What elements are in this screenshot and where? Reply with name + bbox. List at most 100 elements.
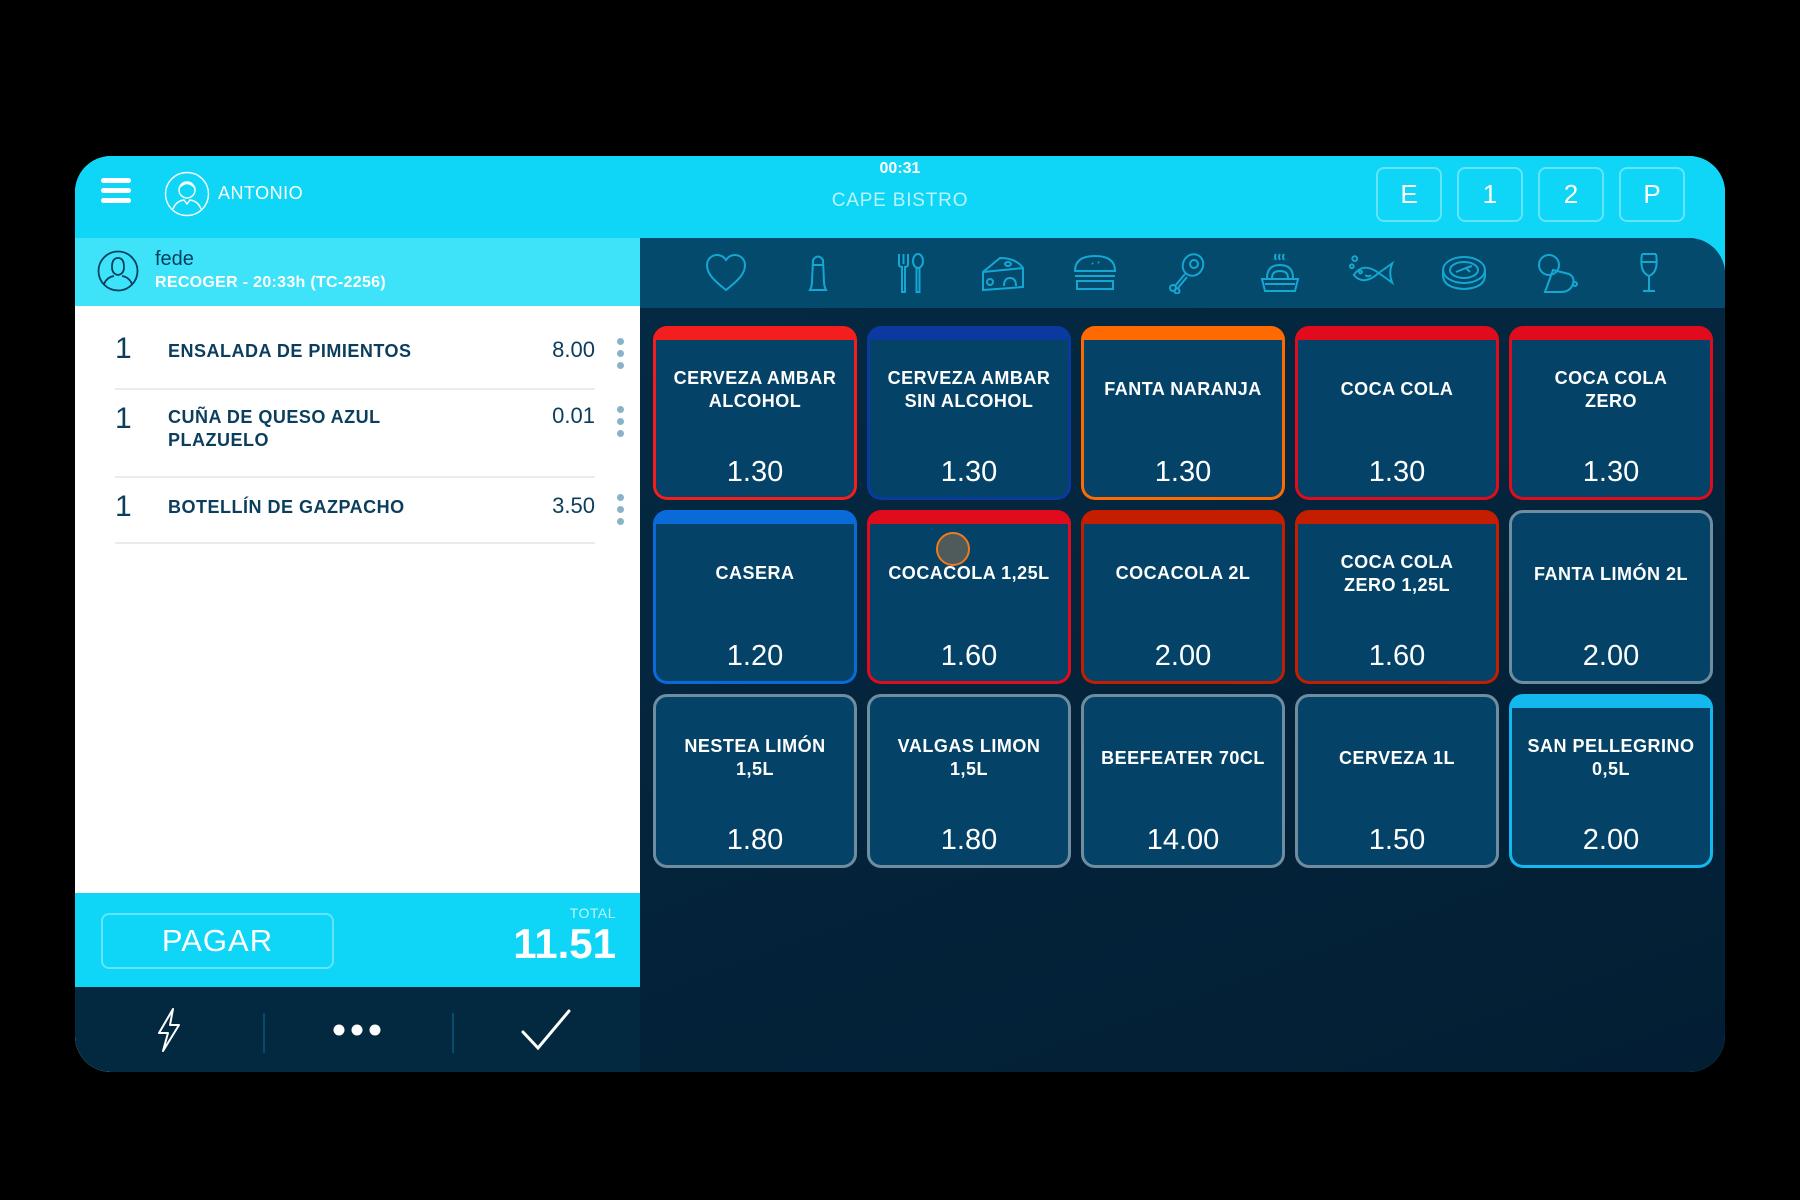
product-name: CASERA: [715, 563, 795, 583]
category-fish[interactable]: [1348, 249, 1396, 297]
product-grid: CERVEZA AMBAR ALCOHOL 1.30 CERVEZA AMBAR …: [653, 326, 1713, 868]
product-tile[interactable]: COCACOLA 1,25L 1.60: [867, 510, 1071, 684]
item-name: ENSALADA DE PIMIENTOS: [168, 341, 412, 361]
item-name: CUÑA DE QUESO AZUL PLAZUELO: [168, 407, 381, 450]
product-name: SAN PELLEGRINO 0,5L: [1527, 736, 1695, 779]
product-tile[interactable]: BEEFEATER 70CL 14.00: [1081, 694, 1285, 868]
item-price: 8.00: [552, 337, 595, 362]
order-list: 1 ENSALADA DE PIMIENTOS 8.00 1 CUÑA DE Q…: [115, 324, 625, 544]
product-tile[interactable]: CASERA 1.20: [653, 510, 857, 684]
confirm-button[interactable]: [451, 987, 640, 1072]
more-options-button[interactable]: [263, 987, 451, 1072]
cutlery-icon: [897, 253, 924, 293]
burger-icon: [1074, 254, 1117, 290]
top-bar: ANTONIO 00:31 CAPE BISTRO E 1 2 P: [75, 156, 1725, 238]
pay-button[interactable]: PAGAR: [101, 913, 334, 969]
heart-icon: [706, 253, 747, 292]
product-tile[interactable]: CERVEZA AMBAR ALCOHOL 1.30: [653, 326, 857, 500]
item-options-icon[interactable]: [617, 338, 625, 369]
product-price: 2.00: [1154, 640, 1212, 672]
mode-buttons: E 1 2 P: [1376, 167, 1685, 222]
product-price: 2.00: [1582, 640, 1640, 672]
product-price: 1.60: [1368, 640, 1426, 672]
item-price: 3.50: [552, 493, 595, 518]
lightning-icon: [158, 1007, 181, 1052]
product-price: 1.80: [940, 824, 998, 856]
product-name: CERVEZA AMBAR ALCOHOL: [673, 368, 837, 411]
product-price: 1.30: [940, 456, 998, 488]
product-tile[interactable]: COCA COLA ZERO 1.30: [1509, 326, 1713, 500]
product-tile[interactable]: FANTA NARANJA 1.30: [1081, 326, 1285, 500]
mode-button-p[interactable]: P: [1619, 167, 1685, 222]
pasta-bowl-icon: [1260, 253, 1299, 292]
product-name: COCA COLA: [1340, 379, 1454, 399]
product-name: COCACOLA 1,25L: [888, 563, 1050, 583]
category-drinks[interactable]: [794, 249, 842, 297]
mode-button-1[interactable]: 1: [1457, 167, 1523, 222]
product-price: 1.30: [1582, 456, 1640, 488]
mode-button-e[interactable]: E: [1376, 167, 1442, 222]
category-favorites[interactable]: [702, 249, 750, 297]
product-tile[interactable]: COCACOLA 2L 2.00: [1081, 510, 1285, 684]
ham-leg-icon: [1169, 253, 1205, 294]
product-tile[interactable]: COCA COLA 1.30: [1295, 326, 1499, 500]
product-price: 1.30: [1368, 456, 1426, 488]
product-name: NESTEA LIMÓN 1,5L: [684, 736, 826, 779]
item-qty: 1: [115, 332, 132, 365]
check-icon: [521, 1009, 571, 1050]
category-food[interactable]: [887, 249, 935, 297]
category-bar: [640, 238, 1725, 308]
product-name: FANTA NARANJA: [1104, 379, 1262, 399]
product-price: 1.20: [726, 640, 784, 672]
product-price: 1.80: [726, 824, 784, 856]
item-options-icon[interactable]: [617, 406, 625, 437]
touch-indicator: [936, 532, 970, 566]
quick-action-button[interactable]: [75, 987, 263, 1072]
category-cheese[interactable]: [979, 249, 1027, 297]
waiter-avatar-icon[interactable]: [164, 171, 210, 217]
category-pasta[interactable]: [1256, 249, 1304, 297]
sausage-icon: [1537, 254, 1578, 293]
product-price: 1.30: [1154, 456, 1212, 488]
hamburger-menu-icon[interactable]: [101, 178, 131, 206]
product-name: CERVEZA AMBAR SIN ALCOHOL: [887, 368, 1051, 411]
product-name: CERVEZA 1L: [1338, 748, 1456, 768]
steak-icon: [1442, 256, 1487, 291]
wine-glass-icon: [1640, 253, 1658, 292]
category-steak[interactable]: [1440, 249, 1488, 297]
product-price: 1.50: [1368, 824, 1426, 856]
product-tile[interactable]: CERVEZA AMBAR SIN ALCOHOL 1.30: [867, 326, 1071, 500]
cheese-icon: [981, 256, 1024, 292]
category-meat[interactable]: [1163, 249, 1211, 297]
product-tile[interactable]: SAN PELLEGRINO 0,5L 2.00: [1509, 694, 1713, 868]
product-tile[interactable]: VALGAS LIMON 1,5L 1.80: [867, 694, 1071, 868]
product-tile[interactable]: COCA COLA ZERO 1,25L 1.60: [1295, 510, 1499, 684]
customer-header[interactable]: fede RECOGER - 20:33h (TC-2256): [75, 238, 640, 306]
order-row[interactable]: 1 BOTELLÍN DE GAZPACHO 3.50: [115, 478, 624, 544]
beer-glass-icon: [808, 255, 829, 291]
payment-bar: PAGAR TOTAL 11.51: [75, 893, 640, 987]
order-detail: RECOGER - 20:33h (TC-2256): [155, 274, 386, 291]
order-row[interactable]: 1 ENSALADA DE PIMIENTOS 8.00: [115, 324, 624, 390]
clock: 00:31: [879, 160, 921, 177]
product-tile[interactable]: NESTEA LIMÓN 1,5L 1.80: [653, 694, 857, 868]
category-burgers[interactable]: [1071, 249, 1119, 297]
action-bar: [75, 987, 640, 1072]
category-wine[interactable]: [1625, 249, 1673, 297]
category-cold-cuts[interactable]: [1533, 249, 1581, 297]
order-row[interactable]: 1 CUÑA DE QUESO AZUL PLAZUELO 0.01: [115, 390, 624, 478]
product-tile[interactable]: CERVEZA 1L 1.50: [1295, 694, 1499, 868]
product-name: COCA COLA ZERO: [1554, 368, 1668, 411]
more-icon: [333, 1024, 381, 1035]
item-name: BOTELLÍN DE GAZPACHO: [168, 497, 405, 517]
item-options-icon[interactable]: [617, 494, 625, 525]
pos-window: ANTONIO 00:31 CAPE BISTRO E 1 2 P fede R…: [75, 156, 1725, 1072]
fish-icon: [1348, 255, 1395, 286]
total-value: 11.51: [513, 920, 616, 967]
product-panel: CERVEZA AMBAR ALCOHOL 1.30 CERVEZA AMBAR …: [640, 238, 1725, 1072]
mode-button-2[interactable]: 2: [1538, 167, 1604, 222]
waiter-name: ANTONIO: [218, 183, 304, 203]
product-price: 14.00: [1146, 824, 1220, 856]
product-tile[interactable]: FANTA LIMÓN 2L 2.00: [1509, 510, 1713, 684]
item-qty: 1: [115, 490, 132, 523]
